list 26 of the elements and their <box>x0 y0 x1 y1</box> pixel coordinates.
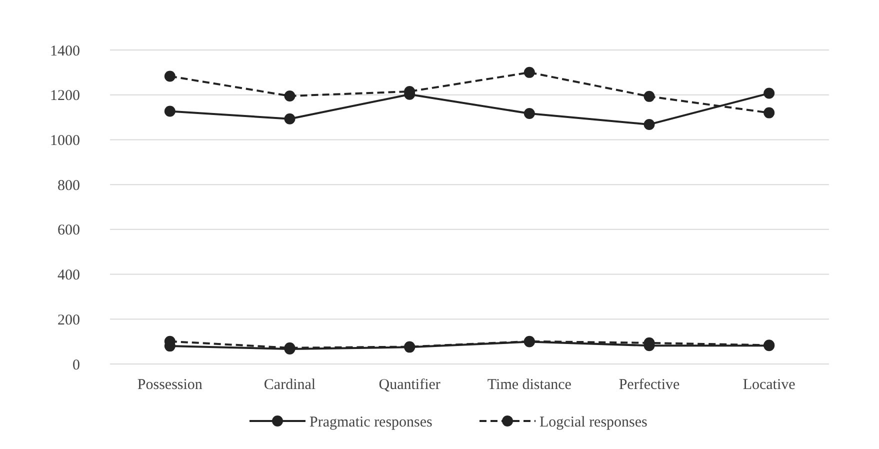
y-tick-label: 400 <box>58 268 80 284</box>
x-tick-label: Time distance <box>487 377 572 393</box>
point <box>164 106 176 117</box>
point <box>644 118 655 130</box>
x-tick-label: Locative <box>742 377 796 393</box>
point <box>764 88 775 99</box>
y-tick-label: 0 <box>72 357 80 374</box>
legend-label: Pragmatic responses <box>310 414 433 430</box>
y-tick-label: 600 <box>58 222 80 239</box>
legend-label: Logcial responses <box>540 414 648 430</box>
x-tick-label: Perfective <box>618 377 680 393</box>
point <box>164 70 176 82</box>
point <box>644 90 655 102</box>
point <box>284 90 296 102</box>
y-tick-label: 1000 <box>50 132 80 149</box>
point <box>524 108 535 119</box>
point <box>764 107 775 118</box>
y-tick-label: 1200 <box>50 88 80 104</box>
y-tick-label: 200 <box>58 312 80 328</box>
y-tick-label: 800 <box>58 178 80 194</box>
y-tick-label: 1400 <box>50 43 80 60</box>
point <box>524 66 535 78</box>
x-tick-label: Possession <box>137 377 203 393</box>
x-tick-label: Cardinal <box>264 377 316 393</box>
x-tick-label: Quantifier <box>378 377 440 393</box>
point <box>284 113 296 124</box>
